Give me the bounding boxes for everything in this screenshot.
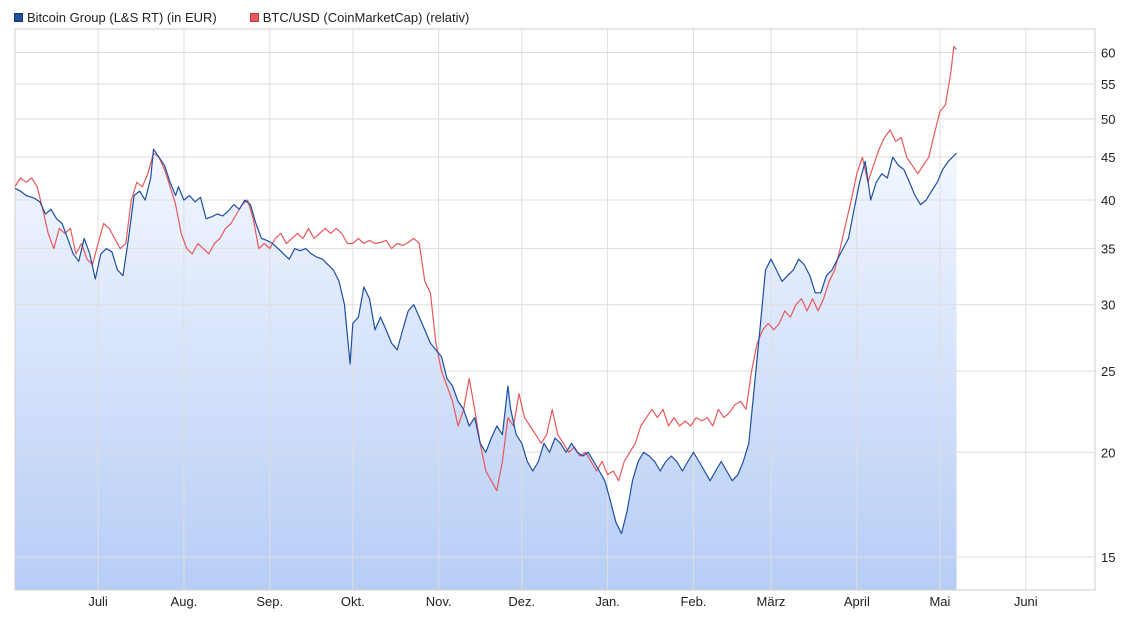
- y-tick-label-50: 50: [1101, 112, 1115, 127]
- series-line-btc-usd: [14, 45, 957, 492]
- legend-swatch-bitcoin-group: [14, 12, 23, 22]
- x-tick-label-4: Nov.: [426, 594, 452, 609]
- legend-swatch-btc-usd: [249, 12, 259, 22]
- legend-label-btc-usd: BTC/USD (CoinMarketCap) (relativ): [262, 9, 470, 25]
- x-tick-label-9: April: [844, 594, 870, 609]
- x-tick-label-5: Dez.: [508, 594, 535, 609]
- x-tick-label-11: Juni: [1014, 594, 1038, 609]
- y-tick-label-25: 25: [1101, 364, 1115, 379]
- y-tick-label-60: 60: [1101, 45, 1115, 60]
- x-tick-label-0: Juli: [88, 594, 108, 609]
- y-tick-label-55: 55: [1101, 77, 1115, 92]
- y-tick-label-35: 35: [1101, 242, 1115, 257]
- x-tick-label-1: Aug.: [171, 594, 198, 609]
- legend-item-btc-usd: BTC/USD (CoinMarketCap) (relativ): [249, 9, 470, 25]
- y-tick-label-45: 45: [1101, 150, 1115, 165]
- series-line-bitcoin-group: [14, 148, 957, 535]
- x-tick-label-3: Okt.: [341, 594, 365, 609]
- x-tick-label-10: Mai: [929, 594, 950, 609]
- chart-legend: Bitcoin Group (L&S RT) (in EUR) BTC/USD …: [14, 8, 502, 26]
- x-tick-label-6: Jan.: [595, 594, 620, 609]
- y-tick-label-30: 30: [1101, 298, 1115, 313]
- y-tick-label-15: 15: [1101, 550, 1115, 565]
- x-tick-label-2: Sep.: [256, 594, 283, 609]
- x-tick-label-8: März: [757, 594, 786, 609]
- y-tick-label-20: 20: [1101, 445, 1115, 460]
- y-tick-label-40: 40: [1101, 193, 1115, 208]
- plot-frame: [14, 28, 1096, 591]
- x-tick-label-7: Feb.: [680, 594, 706, 609]
- area-fill-bitcoin-group: [15, 149, 957, 590]
- legend-item-bitcoin-group: Bitcoin Group (L&S RT) (in EUR): [14, 10, 217, 25]
- legend-label-bitcoin-group: Bitcoin Group (L&S RT) (in EUR): [27, 9, 217, 25]
